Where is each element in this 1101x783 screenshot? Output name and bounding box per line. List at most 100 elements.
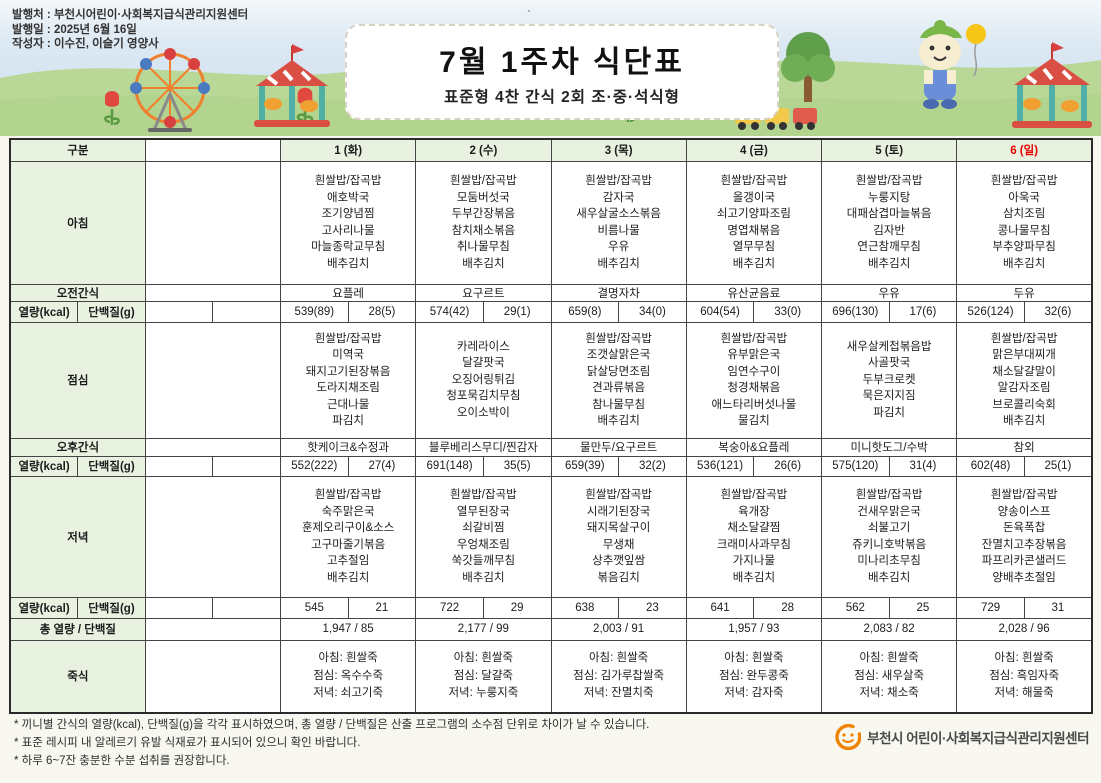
- lunch-kcal-day4: 536(121): [685, 455, 755, 477]
- ferris-wheel-icon: [130, 48, 210, 132]
- row-label-kcal: 열량(kcal): [9, 300, 79, 323]
- breakfast-menu-day5: 흰쌀밥/잡곡밥 누룽지탕 대패삼겹마늘볶음 김자반 연근참깨무침 배추김치: [820, 160, 958, 285]
- menu-line: 흰쌀밥/잡곡밥: [720, 175, 788, 187]
- menu-line: 숙주맑은국: [321, 505, 375, 518]
- menu-line: 조갯살맑은국: [586, 349, 651, 361]
- menu-line: 삼치조림: [1002, 208, 1046, 220]
- dinner-menu-day6: 흰쌀밥/잡곡밥 양송이스프 돈육폭찹 잔멸치고추장볶음 파프리카콘샐러드 양배추초절임: [956, 475, 1093, 598]
- row-label-pm-snack: 오후간식: [9, 437, 146, 457]
- empty-cell: [144, 455, 214, 477]
- dinner-kcal-day4: 641: [685, 596, 755, 619]
- menu-line: 새우살굴소스볶음: [576, 208, 661, 220]
- day-header-1: 1 (화): [279, 138, 417, 162]
- row-label-dinner: 저녁: [9, 475, 146, 598]
- dinner-protein-day4: 28: [753, 596, 822, 619]
- lunch-kcal-day3: 659(39): [550, 455, 620, 477]
- menu-line: 파김치: [873, 406, 905, 419]
- menu-line: 임연수구이: [727, 365, 781, 378]
- dinner-protein-day1: 21: [347, 596, 417, 619]
- menu-line: 사골팟국: [867, 357, 911, 370]
- menu-line: 미역국: [332, 349, 364, 361]
- breakfast-kcal-day2: 574(42): [415, 300, 484, 323]
- dinner-menu-day3: 흰쌀밥/잡곡밥 시래기된장국 돼지목살구이 무생채 상추깻잎쌈 볶음김치: [550, 475, 687, 598]
- menu-line: 쇠불고기: [867, 522, 911, 534]
- lunch-protein-day6: 25(1): [1023, 455, 1093, 477]
- dinner-menu-day5: 흰쌀밥/잡곡밥 건새우맑은국 쇠불고기 쥬키니호박볶음 미나리초무침 배추김치: [820, 475, 958, 598]
- am-snack-day5: 우유: [820, 283, 958, 302]
- row-label-protein: 단백질(g): [77, 455, 146, 477]
- menu-line: 저녁: 감자죽: [724, 687, 784, 699]
- breakfast-protein-day4: 33(0): [753, 300, 822, 323]
- porridge-menu-day4: 아침: 흰쌀죽 점심: 완두콩죽 저녁: 감자죽: [685, 639, 823, 714]
- menu-line: 저녁: 해물죽: [994, 687, 1054, 699]
- menu-line: 육개장: [738, 505, 770, 518]
- empty-cell: [144, 639, 282, 714]
- menu-line: 알감자조림: [997, 382, 1051, 394]
- pm-snack-day4: 복숭아&요플레: [685, 437, 823, 457]
- menu-line: 흰쌀밥/잡곡밥: [314, 332, 382, 345]
- smiley-logo-icon: [835, 724, 862, 750]
- total-day6: 2,028 / 96: [956, 617, 1093, 641]
- empty-cell: [144, 283, 282, 302]
- breakfast-protein-day6: 32(6): [1023, 300, 1093, 323]
- carousel-icon: [254, 44, 330, 127]
- menu-line: 채소달걀말이: [992, 365, 1056, 378]
- empty-cell: [144, 475, 282, 598]
- center-logo: 부천시 어린이·사회복지급식관리지원센터: [835, 724, 1089, 750]
- menu-line: 점심: 흑임자죽: [989, 669, 1060, 682]
- menu-line: 누룽지탕: [867, 191, 911, 204]
- am-snack-day3: 결명자차: [550, 283, 687, 302]
- menu-line: 흰쌀밥/잡곡밥: [990, 175, 1058, 187]
- menu-line: 물김치: [738, 415, 770, 427]
- menu-line: 채소달걀찜: [727, 522, 781, 534]
- dinner-kcal-day2: 722: [415, 596, 484, 619]
- breakfast-kcal-day3: 659(8): [550, 300, 620, 323]
- menu-line: 모둠버섯국: [456, 191, 510, 204]
- menu-line: 아침: 흰쌀죽: [453, 652, 514, 664]
- menu-line: 배추김치: [867, 571, 911, 584]
- meal-plan-table: 구분 1 (화) 2 (수) 3 (목) 4 (금) 5 (토) 6 (일) 아…: [9, 138, 1093, 714]
- menu-line: 아침: 흰쌀죽: [318, 652, 378, 664]
- menu-line: 쇠고기양파조림: [716, 208, 791, 220]
- breakfast-protein-day3: 34(0): [618, 300, 687, 323]
- menu-line: 청포묵김치무침: [446, 390, 521, 403]
- breakfast-kcal-day5: 696(130): [821, 300, 890, 323]
- lunch-protein-day5: 31(4): [888, 455, 958, 477]
- row-label-total: 총 열량 / 단백질: [9, 617, 146, 641]
- breakfast-kcal-day4: 604(54): [685, 300, 755, 323]
- menu-line: 흰쌀밥/잡곡밥: [990, 332, 1058, 345]
- menu-line: 청경채볶음: [727, 382, 781, 394]
- menu-line: 유부맑은국: [727, 349, 781, 361]
- tree-icon: [781, 32, 835, 102]
- menu-line: 감자국: [602, 191, 635, 204]
- menu-line: 조기양념찜: [321, 208, 375, 220]
- breakfast-energy-row: 열량(kcal) 단백질(g) 539(89) 28(5) 574(42) 29…: [9, 300, 1093, 323]
- menu-line: 애느타리버섯나물: [711, 398, 797, 411]
- menu-line: 파프리카콘샐러드: [981, 555, 1067, 567]
- menu-line: 점심: 김가루찹쌀죽: [573, 669, 665, 682]
- empty-cell: [144, 617, 282, 641]
- breakfast-menu-day4: 흰쌀밥/잡곡밥 올갱이국 쇠고기양파조림 명엽채볶음 열무무침 배추김치: [685, 160, 823, 285]
- menu-line: 마늘종락교무침: [311, 241, 386, 253]
- menu-line: 흰쌀밥/잡곡밥: [990, 489, 1058, 501]
- total-day1: 1,947 / 85: [279, 617, 417, 641]
- menu-line: 부추양파무침: [992, 241, 1056, 253]
- menu-line: 잔멸치고추장볶음: [981, 538, 1067, 551]
- total-row: 총 열량 / 단백질 1,947 / 85 2,177 / 99 2,003 /…: [9, 617, 1093, 641]
- empty-cell: [212, 455, 281, 477]
- menu-line: 아침: 흰쌀죽: [994, 652, 1054, 664]
- menu-line: 양배추초절임: [992, 571, 1056, 584]
- am-snack-row: 오전간식 요플레 요구르트 결명자차 유산균음료 우유 두유: [9, 283, 1093, 302]
- note-line: * 끼니별 간식의 열량(kcal), 단백질(g)을 각각 표시하였으며, 총…: [14, 719, 650, 731]
- porridge-menu-day1: 아침: 흰쌀죽 점심: 옥수수죽 저녁: 쇠고기죽: [279, 639, 417, 714]
- breakfast-protein-day1: 28(5): [347, 300, 417, 323]
- menu-line: 콩나물무침: [997, 224, 1051, 237]
- menu-line: 배추김치: [867, 257, 911, 270]
- table-header-row: 구분 1 (화) 2 (수) 3 (목) 4 (금) 5 (토) 6 (일): [9, 138, 1093, 162]
- pm-snack-day1: 핫케이크&수정과: [279, 437, 417, 457]
- pm-snack-day5: 미니핫도그/수박: [820, 437, 958, 457]
- menu-line: 아욱국: [1008, 191, 1040, 204]
- mascot-icon: [919, 20, 986, 109]
- menu-line: 흰쌀밥/잡곡밥: [450, 489, 517, 501]
